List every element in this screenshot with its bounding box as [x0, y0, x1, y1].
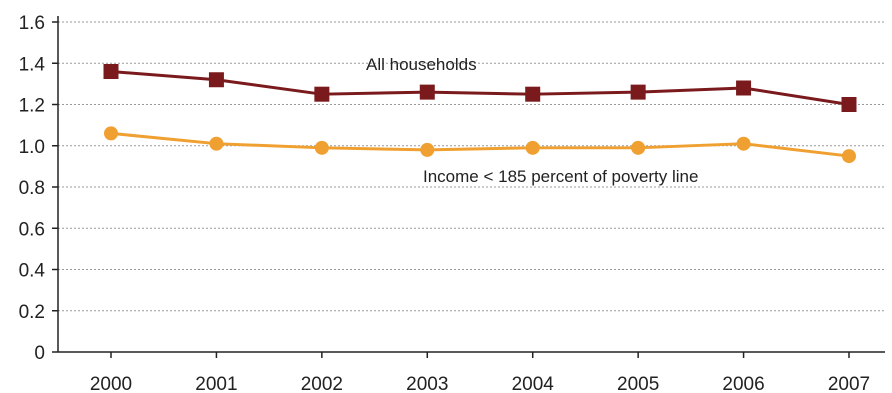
y-tick-label: 1.4 [19, 54, 46, 75]
series-label-low-income: Income < 185 percent of poverty line [423, 167, 698, 186]
series [103, 64, 857, 164]
data-point-square [841, 97, 857, 112]
x-tick-label: 2002 [301, 374, 343, 393]
y-tick-label: 0 [34, 343, 45, 364]
data-point-square [525, 86, 541, 102]
x-tick-label: 2000 [90, 374, 132, 393]
data-point-circle [209, 136, 224, 151]
data-point-circle [104, 126, 118, 141]
gridlines [58, 21, 885, 312]
series-line-1 [110, 131, 850, 158]
y-tick-label: 0.6 [19, 219, 45, 240]
y-tick-label: 0.2 [19, 302, 45, 323]
x-tick-label: 2005 [617, 374, 659, 393]
axes: 0 0.2 0.4 0.6 0.8 1.0 1.2 1.4 1.6 2000 2001 2002 200… [19, 13, 885, 393]
data-point-square [419, 84, 435, 100]
data-point-square [736, 80, 752, 96]
data-point-circle [525, 140, 540, 155]
x-tick-label: 2004 [512, 374, 555, 393]
labels: All households Income < 185 percent of p… [366, 55, 698, 186]
y-tick-label: 0.8 [19, 178, 45, 199]
x-tick-label: 2001 [195, 374, 237, 393]
x-tick-label: 2006 [722, 374, 764, 393]
series-line-0 [110, 70, 850, 106]
data-point-square [103, 64, 119, 79]
y-tick-label: 1.6 [19, 13, 45, 34]
data-point-circle [842, 149, 856, 164]
y-tick-label: 1.0 [19, 137, 45, 158]
y-tick-label: 1.2 [19, 96, 45, 117]
data-point-circle [420, 142, 435, 157]
data-point-circle [631, 140, 646, 155]
data-point-circle [736, 136, 751, 151]
x-tick-label: 2003 [406, 374, 448, 393]
data-point-circle [314, 140, 329, 155]
data-point-square [630, 84, 646, 100]
data-point-square [208, 72, 224, 88]
y-tick-label: 0.4 [19, 261, 46, 282]
data-point-square [314, 86, 330, 102]
series-label-all-households: All households [366, 55, 477, 74]
x-tick-label: 2007 [828, 374, 870, 393]
